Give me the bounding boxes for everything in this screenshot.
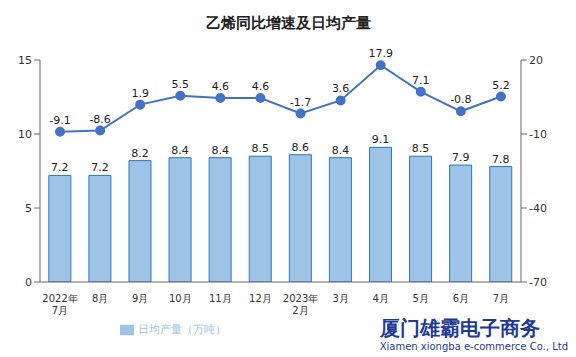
svg-text:7.9: 7.9	[452, 151, 470, 164]
svg-text:-40: -40	[529, 202, 547, 215]
html-text:乙烯同比增速及日均产量: 乙烯同比增速及日均产量	[205, 14, 371, 32]
svg-text:10: 10	[18, 128, 32, 141]
svg-text:6月: 6月	[453, 293, 469, 304]
svg-text:7.1: 7.1	[412, 74, 430, 87]
svg-text:-1.7: -1.7	[290, 96, 311, 109]
svg-text:2023年2月: 2023年2月	[283, 293, 318, 316]
html-text:厦门雄霸电子商务: 厦门雄霸电子商务	[379, 316, 540, 340]
svg-text:5: 5	[25, 202, 32, 215]
svg-text:20: 20	[529, 54, 543, 67]
svg-text:-9.1: -9.1	[49, 114, 70, 127]
svg-text:3月: 3月	[332, 293, 348, 304]
svg-text:8.6: 8.6	[292, 141, 310, 154]
html-text:日均产量（万吨）: 日均产量（万吨）	[138, 323, 226, 336]
svg-text:8月: 8月	[92, 293, 108, 304]
svg-text:4.6: 4.6	[252, 80, 270, 93]
svg-text:15: 15	[18, 54, 32, 67]
svg-text:-8.6: -8.6	[89, 113, 110, 126]
svg-text:1.9: 1.9	[131, 87, 149, 100]
svg-text:4.6: 4.6	[212, 80, 230, 93]
svg-text:9月: 9月	[132, 293, 148, 304]
svg-text:9.1: 9.1	[372, 133, 390, 146]
svg-text:4月: 4月	[373, 293, 389, 304]
svg-text:7.2: 7.2	[91, 161, 109, 174]
svg-text:3.6: 3.6	[332, 82, 350, 95]
svg-text:-70: -70	[529, 276, 547, 289]
svg-text:8.4: 8.4	[332, 144, 350, 157]
svg-text:8.4: 8.4	[171, 144, 189, 157]
svg-text:5.5: 5.5	[172, 78, 190, 91]
svg-text:8.5: 8.5	[251, 142, 269, 155]
svg-text:17.9: 17.9	[368, 47, 393, 60]
svg-text:5月: 5月	[413, 293, 429, 304]
svg-text:11月: 11月	[209, 293, 232, 304]
svg-text:8.4: 8.4	[211, 144, 229, 157]
svg-text:-10: -10	[529, 128, 547, 141]
svg-text:8.2: 8.2	[131, 147, 149, 160]
svg-text:2022年7月: 2022年7月	[42, 293, 77, 316]
svg-text:0: 0	[25, 276, 32, 289]
svg-text:12月: 12月	[249, 293, 272, 304]
svg-text:5.2: 5.2	[492, 79, 510, 92]
svg-text:7.2: 7.2	[51, 161, 69, 174]
svg-text:8.5: 8.5	[412, 142, 430, 155]
html-text:Xiamen xiongba e-commerce Co.,: Xiamen xiongba e-commerce Co., Ltd	[379, 341, 568, 352]
svg-text:-0.8: -0.8	[450, 93, 471, 106]
svg-text:10月: 10月	[169, 293, 192, 304]
svg-text:7月: 7月	[493, 293, 509, 304]
svg-text:7.8: 7.8	[492, 153, 510, 166]
